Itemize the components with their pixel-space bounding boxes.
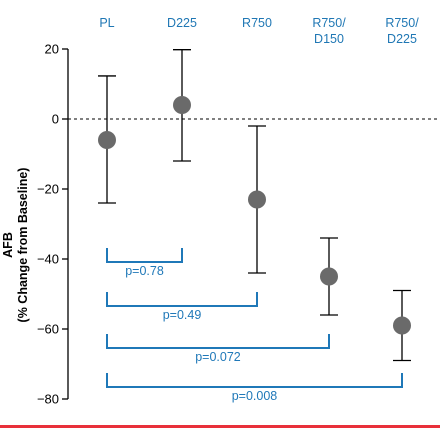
y-tick-label: −20: [37, 182, 59, 197]
y-tick-label: 0: [52, 112, 59, 127]
bracket-line: [106, 373, 403, 388]
bracket-line: [106, 292, 258, 307]
category-label: R750: [242, 16, 272, 30]
y-tick-label: −80: [37, 392, 59, 407]
y-tick-label: −40: [37, 252, 59, 267]
y-axis-title: AFB (% Change from Baseline): [1, 168, 30, 323]
category-label: D225: [387, 32, 417, 46]
data-point: [173, 96, 191, 114]
comparison-bracket: p=0.008: [106, 373, 403, 403]
category-label: R750/: [312, 16, 346, 30]
p-value-label: p=0.78: [125, 264, 164, 278]
y-tick-label: −60: [37, 322, 59, 337]
p-value-label: p=0.008: [232, 389, 278, 403]
category-label: PL: [99, 16, 114, 30]
data-point: [320, 267, 338, 286]
y-axis: 20 0 −20 −40 −60 −80: [37, 42, 69, 407]
data-points: [98, 96, 411, 335]
y-axis-title-line-2: (% Change from Baseline): [16, 168, 30, 323]
bracket-line: [106, 248, 183, 263]
bottom-border: [0, 425, 440, 428]
comparison-brackets: p=0.78 p=0.49 p=0.072 p=0.008: [106, 248, 403, 403]
comparison-bracket: p=0.072: [106, 334, 330, 364]
comparison-bracket: p=0.78: [106, 248, 183, 278]
comparison-bracket: p=0.49: [106, 292, 258, 322]
category-label: R750/: [385, 16, 419, 30]
category-label: D225: [167, 16, 197, 30]
data-point: [393, 316, 411, 335]
p-value-label: p=0.072: [195, 350, 241, 364]
category-labels: PL D225 R750 R750/D150 R750/D225: [99, 16, 419, 46]
y-axis-title-line-1: AFB: [1, 232, 15, 258]
bracket-line: [106, 334, 330, 349]
p-value-label: p=0.49: [163, 308, 202, 322]
category-label: D150: [314, 32, 344, 46]
y-tick-label: 20: [45, 42, 59, 57]
data-point: [98, 131, 116, 149]
data-point: [248, 190, 266, 209]
